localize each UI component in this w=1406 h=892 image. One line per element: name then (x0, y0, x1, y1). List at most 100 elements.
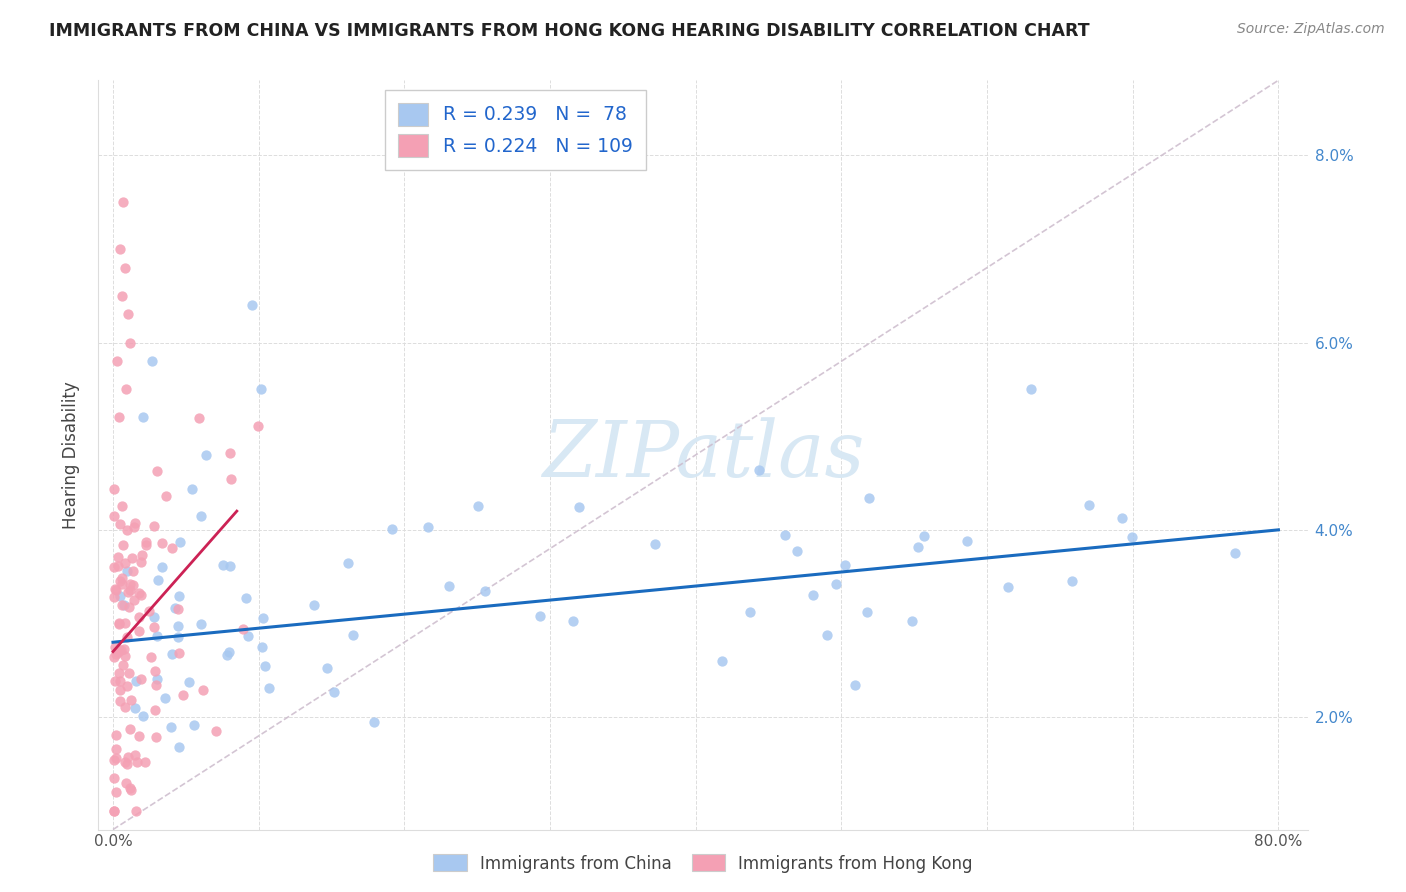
Point (120, 722, 142, 736)
Point (104, 640, 127, 654)
Point (128, 586, 150, 600)
Point (108, 516, 131, 531)
Point (128, 729, 150, 743)
Point (114, 756, 136, 770)
Point (212, 558, 235, 573)
Point (190, 617, 212, 632)
Point (117, 585, 139, 599)
Point (114, 556, 136, 570)
Point (143, 703, 166, 717)
Point (997, 580, 1019, 594)
Point (205, 723, 228, 738)
Point (844, 677, 866, 691)
Point (112, 194, 135, 209)
Point (132, 410, 155, 425)
Point (115, 776, 138, 790)
Point (143, 664, 166, 678)
Point (142, 519, 165, 533)
Text: Source: ZipAtlas.com: Source: ZipAtlas.com (1237, 22, 1385, 37)
Point (103, 560, 125, 574)
Point (815, 628, 838, 642)
Point (167, 602, 190, 616)
Point (129, 555, 152, 569)
Point (169, 535, 191, 549)
Point (103, 804, 125, 818)
Point (112, 642, 135, 657)
Point (117, 307, 139, 321)
Point (336, 556, 359, 570)
Point (160, 720, 183, 734)
Point (108, 666, 131, 681)
Point (801, 588, 824, 602)
Point (143, 620, 166, 634)
Point (166, 619, 188, 633)
Point (167, 739, 190, 754)
Point (1111, 511, 1133, 525)
Point (108, 682, 131, 697)
Point (117, 756, 139, 771)
Point (160, 541, 183, 555)
Point (108, 616, 131, 631)
Point (111, 571, 134, 585)
Point (120, 577, 142, 591)
Point (342, 627, 364, 641)
Point (103, 509, 125, 524)
Point (103, 649, 125, 664)
Point (165, 601, 187, 615)
Point (1121, 530, 1143, 544)
Point (112, 598, 135, 612)
Point (107, 645, 129, 659)
Point (232, 622, 254, 636)
Point (183, 717, 205, 731)
Point (190, 509, 212, 524)
Point (125, 804, 148, 818)
Point (901, 614, 924, 628)
Point (103, 771, 125, 785)
Point (181, 482, 204, 496)
Point (104, 647, 127, 661)
Point (191, 683, 214, 698)
Point (195, 448, 218, 462)
Point (855, 605, 877, 619)
Point (104, 674, 127, 689)
Point (439, 579, 461, 593)
Point (148, 573, 170, 587)
Point (145, 678, 167, 692)
Point (118, 583, 141, 598)
Point (135, 535, 157, 549)
Point (105, 785, 128, 799)
Point (105, 750, 128, 764)
Point (711, 654, 734, 668)
Point (111, 499, 134, 513)
Point (834, 558, 856, 572)
Y-axis label: Hearing Disability: Hearing Disability (62, 381, 80, 529)
Point (381, 522, 404, 536)
Point (104, 727, 127, 741)
Point (738, 606, 761, 620)
Point (120, 693, 142, 707)
Point (1223, 546, 1246, 560)
Point (122, 520, 145, 534)
Point (103, 482, 125, 496)
Point (138, 604, 160, 618)
Point (132, 709, 155, 723)
Point (824, 577, 846, 591)
Point (145, 730, 167, 744)
Point (103, 804, 125, 818)
Point (221, 472, 243, 486)
Point (111, 577, 134, 591)
Point (104, 742, 127, 756)
Point (111, 537, 134, 551)
Point (120, 335, 142, 350)
Point (124, 701, 146, 715)
Point (125, 755, 148, 769)
Point (179, 675, 201, 690)
Point (107, 549, 129, 564)
Point (166, 631, 188, 645)
Point (129, 588, 152, 602)
Point (142, 610, 165, 624)
Point (150, 560, 173, 574)
Point (416, 519, 439, 533)
Point (219, 559, 242, 574)
Point (316, 661, 339, 675)
